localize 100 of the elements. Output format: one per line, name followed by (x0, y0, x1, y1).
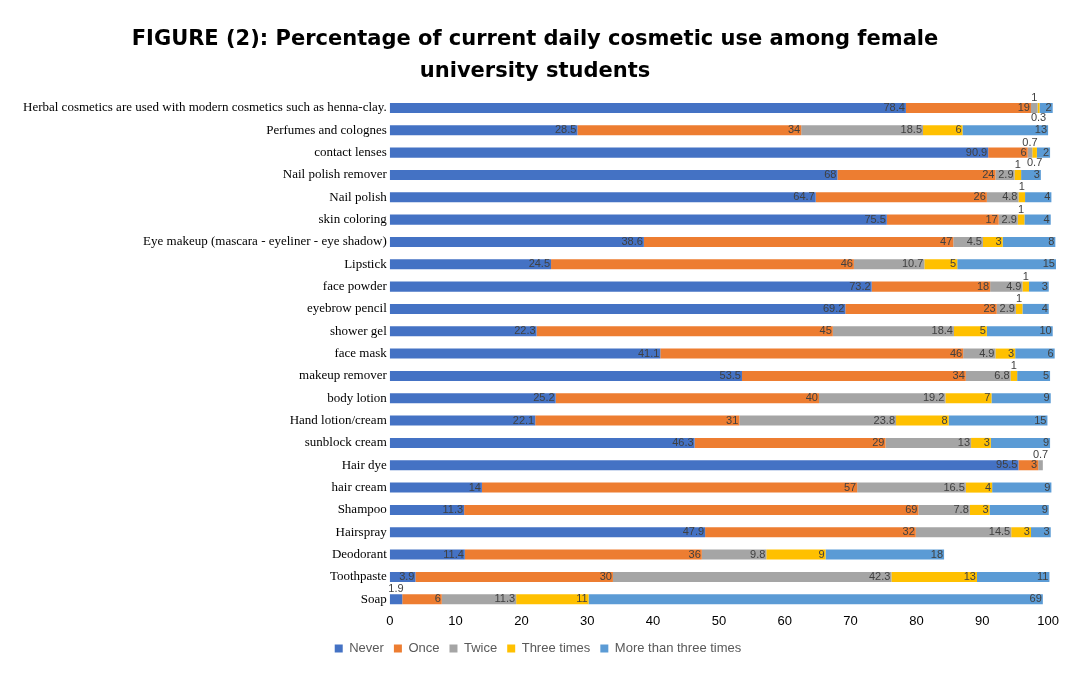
bar (948, 415, 1048, 426)
bar (837, 169, 996, 180)
bar (402, 594, 442, 605)
x-tick-label: 90 (975, 612, 990, 628)
bar (389, 415, 536, 426)
bar (535, 415, 740, 426)
bar (977, 571, 1050, 582)
data-label: 6 (955, 123, 962, 136)
bar (389, 594, 403, 605)
bar (389, 370, 742, 381)
data-label: 13 (963, 569, 976, 582)
data-label: 15 (1034, 413, 1047, 426)
bar (885, 437, 972, 448)
bar (991, 393, 1051, 404)
data-label: 6 (1047, 346, 1054, 359)
y-tick-label: skin coloring (318, 211, 388, 227)
data-label: 4.9 (979, 346, 995, 359)
data-label: 19 (1017, 101, 1030, 113)
x-tick-label: 60 (777, 612, 792, 628)
data-label: 1 (1018, 202, 1025, 215)
bar (905, 102, 1031, 113)
bar (1014, 169, 1022, 180)
data-label: 14 (468, 480, 481, 493)
bar (516, 594, 589, 605)
y-tick-label: Soap (360, 590, 387, 606)
y-tick-label: Eye makeup (mascara - eyeliner - eye shadow) (143, 233, 387, 249)
y-tick-label: contact lenses (314, 144, 387, 160)
data-label: 5 (950, 257, 957, 270)
data-label: 2 (1042, 145, 1050, 158)
bar (1002, 236, 1056, 247)
bar (962, 125, 1049, 136)
data-label: 1 (1031, 90, 1038, 103)
y-tick-label: eyebrow pencil (306, 300, 388, 316)
data-label: 11.4 (443, 547, 464, 560)
data-label: 11.3 (494, 592, 516, 605)
data-label: 69 (1029, 592, 1042, 605)
y-tick-label: Hand lotion/cream (289, 412, 387, 428)
bar (389, 192, 816, 203)
bar (957, 259, 1056, 270)
data-label: 10.7 (901, 257, 924, 270)
bar (389, 281, 872, 292)
data-label: 18.5 (900, 123, 923, 136)
bar (871, 281, 991, 292)
data-label: 7 (984, 391, 991, 404)
data-label: 5 (979, 324, 986, 337)
data-label: 9.8 (750, 547, 766, 560)
data-label: 47.9 (682, 525, 705, 538)
data-label: 14.5 (988, 525, 1011, 538)
data-label: 18 (976, 279, 990, 292)
bar (741, 370, 966, 381)
data-label: 2.9 (999, 301, 1015, 314)
bar (923, 125, 963, 136)
y-tick-label: makeup remover (299, 367, 388, 383)
data-label: 42.3 (868, 569, 891, 582)
chart-title: FIGURE (2): Percentage of current daily cosmetic use among female university students (130, 25, 940, 84)
data-label: 3 (1041, 279, 1048, 292)
data-label: 3 (982, 502, 989, 515)
data-label: 1.9 (388, 582, 404, 595)
data-label: 38.6 (621, 234, 643, 247)
data-label: 10 (1039, 324, 1052, 337)
data-label: 3 (1008, 346, 1015, 359)
y-tick-label: Herbal cosmetics are used with modern cosmetics such as henna-clay. (22, 99, 387, 115)
data-label: 4 (1043, 212, 1050, 225)
bar (643, 236, 954, 247)
data-label: 73.2 (849, 279, 871, 292)
data-label: 78.4 (883, 101, 905, 113)
data-label: 1 (1016, 291, 1023, 304)
bar (1018, 192, 1026, 203)
x-tick-label: 20 (514, 612, 529, 628)
data-label: 3.9 (399, 569, 415, 582)
bar (953, 326, 987, 337)
bar (694, 437, 886, 448)
data-label: 18.4 (931, 324, 953, 337)
data-label: 1 (1014, 157, 1021, 170)
data-label: 0.3 (1030, 111, 1047, 124)
y-tick-label: Nail polish remover (282, 166, 388, 182)
data-label: 22.1 (512, 413, 535, 426)
bar (815, 192, 987, 203)
x-tick-label: 50 (711, 612, 727, 628)
data-label: 28.5 (554, 123, 577, 136)
data-label: 3 (1033, 167, 1040, 180)
data-label: 1 (1010, 358, 1017, 371)
data-label: 46 (949, 346, 963, 359)
data-label: 3 (995, 234, 1002, 247)
x-tick-label: 40 (645, 612, 661, 628)
bar (1015, 303, 1023, 314)
bar (989, 504, 1049, 515)
bar (555, 393, 819, 404)
data-label: 7.8 (953, 502, 969, 515)
y-tick-label: Hair dye (341, 456, 387, 472)
data-label: 2.9 (1001, 212, 1017, 225)
data-label: 4.9 (1006, 279, 1022, 292)
data-label: 36 (688, 547, 701, 560)
bar (825, 549, 945, 560)
data-label: 25.2 (533, 391, 555, 404)
data-label: 8 (941, 413, 948, 426)
bar (1024, 214, 1051, 225)
bar (389, 393, 556, 404)
bar (1030, 102, 1038, 113)
data-label: 2 (1045, 101, 1052, 113)
